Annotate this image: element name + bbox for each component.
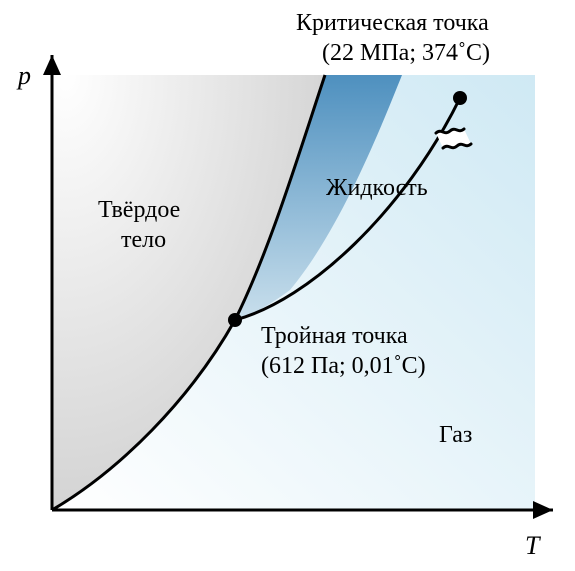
label-critical-values: (22 МПа; 374˚С) <box>322 38 490 68</box>
label-triple-title: Тройная точка <box>261 321 408 351</box>
y-axis-label: p <box>18 60 31 93</box>
label-triple-values: (612 Па; 0,01˚С) <box>261 351 426 381</box>
label-solid-2: тело <box>121 225 166 255</box>
label-liquid: Жидкость <box>326 173 428 203</box>
phase-diagram <box>0 0 575 571</box>
critical-point <box>453 91 467 105</box>
label-gas: Газ <box>439 420 472 450</box>
x-axis-arrow <box>533 501 553 519</box>
y-axis-arrow <box>43 55 61 75</box>
x-axis-label: T <box>525 530 539 563</box>
label-solid-1: Твёрдое <box>98 195 180 225</box>
label-critical-title: Критическая точка <box>296 8 489 38</box>
triple-point <box>228 313 242 327</box>
